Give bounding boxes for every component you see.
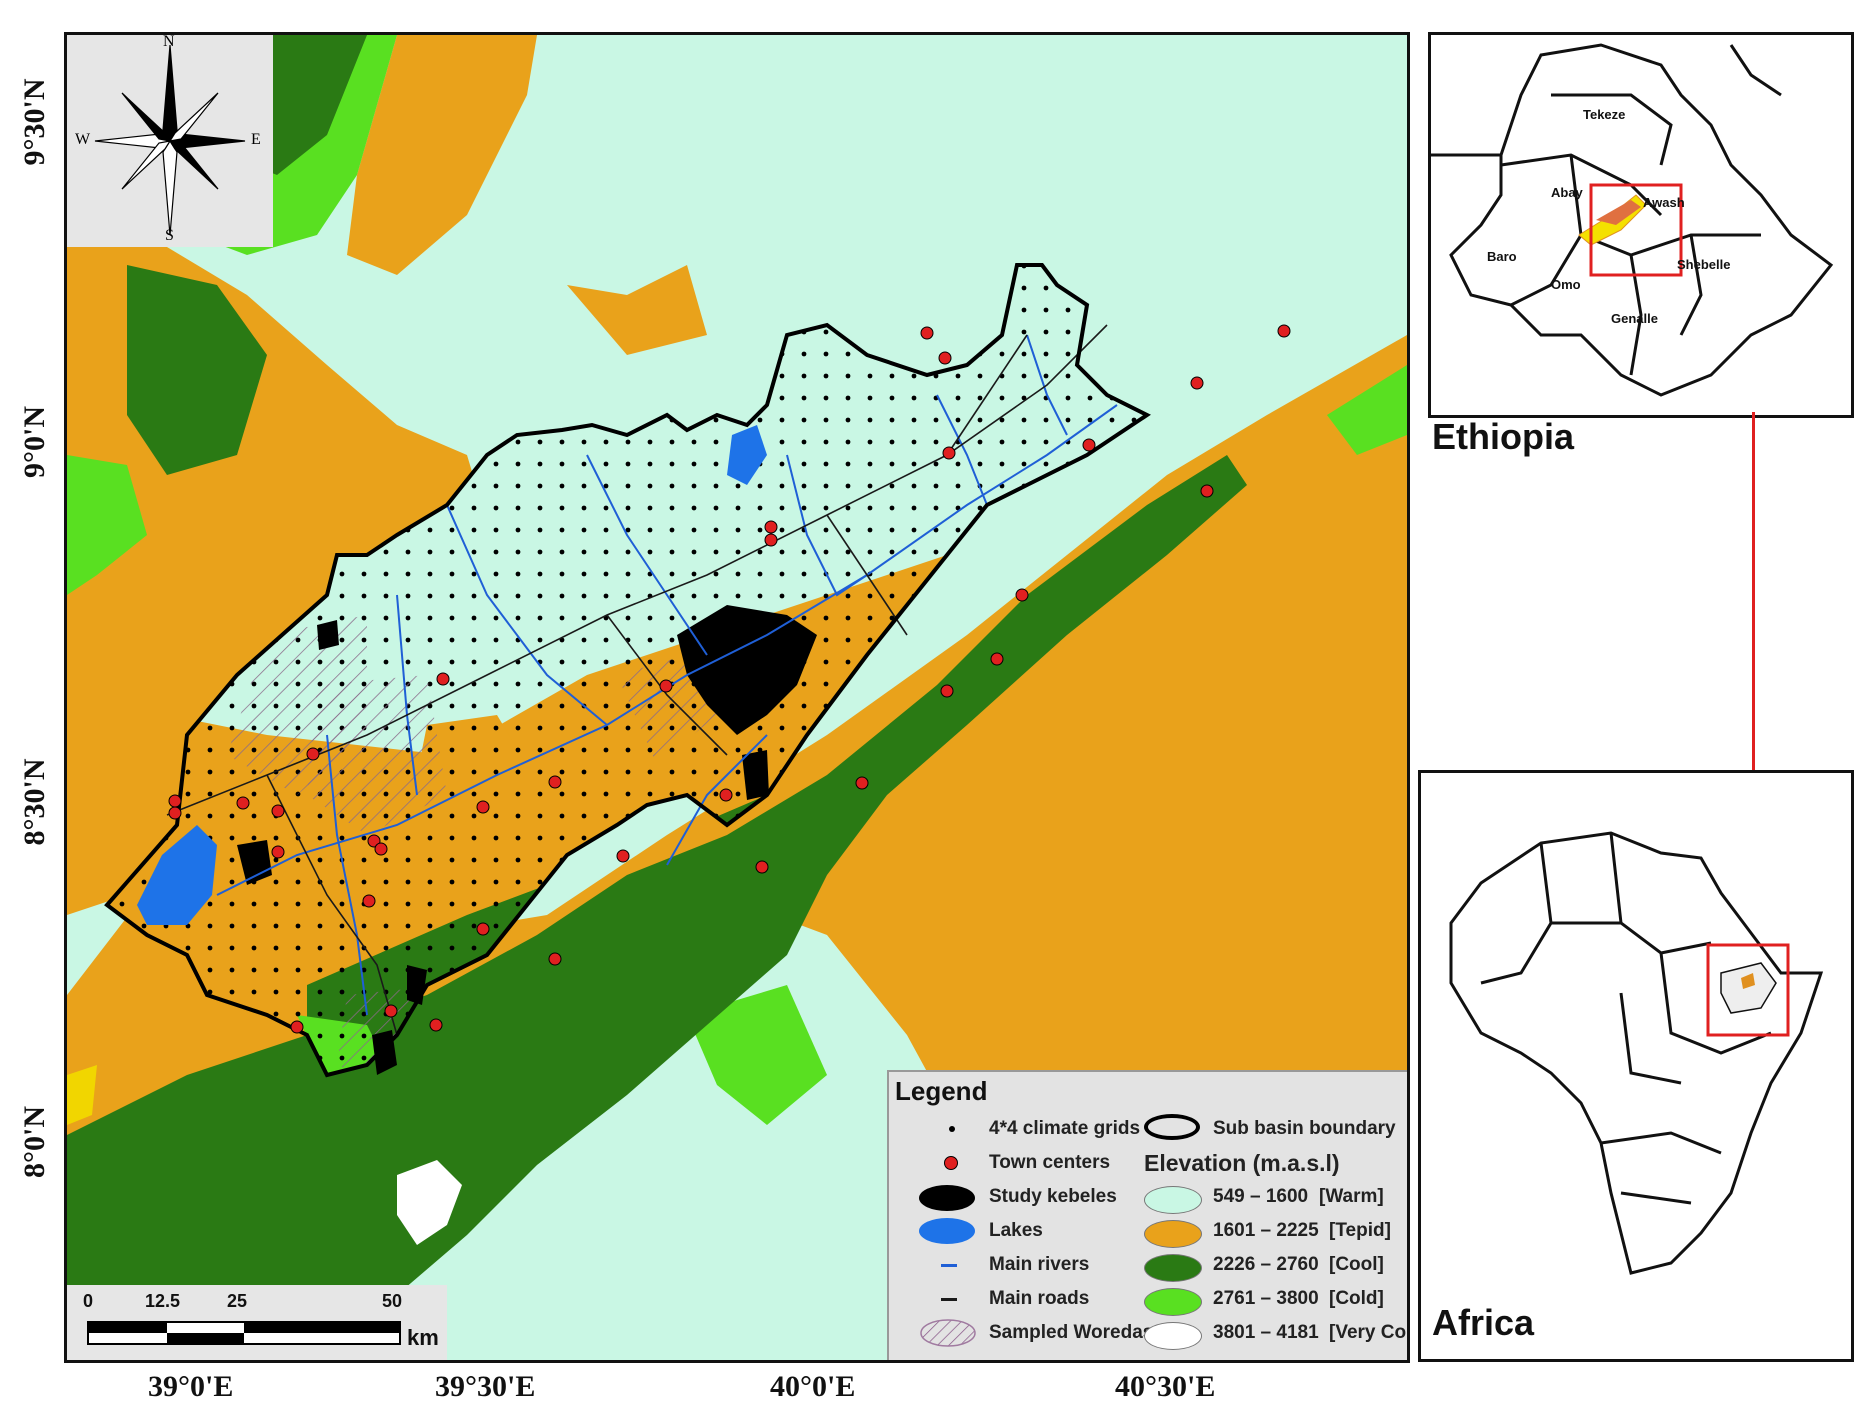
elev-warm-label: [Warm] (1319, 1186, 1384, 1207)
legend-sub-basin: Sub basin boundary (1213, 1118, 1396, 1139)
ethiopia-locator-box (1589, 183, 1683, 277)
basin-baro: Baro (1487, 249, 1517, 264)
compass-west-label: W (75, 131, 91, 148)
basin-genalle: Genalle (1611, 311, 1658, 326)
study-kebeles (237, 605, 817, 1075)
basin-shebelle: Shebelle (1677, 257, 1731, 272)
basin-abay: Abay (1551, 185, 1583, 200)
elev-cold-range: 2761 – 3800 (1213, 1288, 1319, 1309)
legend-town-centers: Town centers (989, 1152, 1111, 1173)
climate-grid-symbol (949, 1126, 955, 1132)
sub-basin-symbol (1144, 1114, 1200, 1140)
compass-south-label: S (165, 227, 174, 244)
elev-tepid-label: [Tepid] (1329, 1220, 1391, 1241)
lon-label-39-0: 39°0'E (148, 1370, 234, 1403)
scale-bar: 0 12.5 25 50 km (67, 1285, 447, 1360)
warm-swatch (1144, 1186, 1202, 1214)
basin-awash: Awash (1643, 195, 1685, 210)
lon-label-40-30: 40°30'E (1115, 1370, 1216, 1403)
very-cold-zone (397, 1160, 462, 1245)
main-rivers (216, 334, 1118, 1016)
study-kebele-symbol (919, 1185, 975, 1211)
river-symbol (941, 1264, 957, 1267)
scale-tick-0: 0 (83, 1291, 94, 1311)
elev-very-cold-label: [Very Cold] (1329, 1322, 1407, 1343)
ethiopia-map (1431, 43, 1834, 397)
lake-symbol (919, 1218, 975, 1244)
elev-very-cold-range: 3801 – 4181 (1213, 1322, 1319, 1343)
basin-omo: Omo (1551, 277, 1581, 292)
cool-swatch (1144, 1254, 1202, 1282)
africa-title: Africa (1432, 1302, 1535, 1343)
legend-main-rivers: Main rivers (989, 1254, 1090, 1275)
lat-label-9-30: 9°30'N (18, 78, 51, 166)
scale-tick-50: 50 (382, 1291, 403, 1311)
scale-bar-graphic (87, 1321, 401, 1345)
africa-inset[interactable] (1418, 770, 1854, 1362)
scale-tick-12-5: 12.5 (145, 1291, 181, 1311)
lat-label-8-0: 8°0'N (18, 1106, 51, 1178)
elev-tepid-range: 1601 – 2225 (1213, 1220, 1319, 1241)
lon-label-40-0: 40°0'E (770, 1370, 856, 1403)
sampled-woreda-symbol (920, 1319, 976, 1347)
elev-cool-label: [Cool] (1329, 1254, 1384, 1275)
elevation-title: Elevation (m.a.s.l) (1144, 1150, 1340, 1176)
lat-label-9-0: 9°0'N (18, 406, 51, 478)
elev-cool-range: 2226 – 2760 (1213, 1254, 1319, 1275)
legend-climate-grids: 4*4 climate grids (989, 1118, 1141, 1139)
sub-basin-boundary (104, 263, 1151, 1078)
compass-east-label: E (251, 131, 261, 148)
road-symbol (941, 1298, 957, 1301)
study-area-core (1596, 200, 1641, 225)
ethiopia-inset[interactable]: Tekeze Abay Awash Baro Omo Shebelle Gena… (1428, 32, 1854, 418)
legend-study-kebeles: Study kebeles (989, 1186, 1117, 1207)
legend-main-roads: Main roads (989, 1288, 1090, 1309)
lat-label-8-30: 8°30'N (18, 758, 51, 846)
lon-label-39-30: 39°30'E (435, 1370, 536, 1403)
elev-warm-range: 549 – 1600 (1213, 1186, 1309, 1207)
north-arrow-icon (94, 44, 246, 236)
legend-sampled-woredas: Sampled Woredas (989, 1322, 1154, 1343)
lakes (137, 425, 767, 925)
town-center-symbol (944, 1156, 958, 1170)
town-centers (168, 324, 1291, 1034)
scale-unit: km (407, 1325, 439, 1350)
yellow-patch (67, 1065, 97, 1125)
legend-lakes: Lakes (989, 1220, 1043, 1241)
tepid-swatch (1144, 1220, 1202, 1248)
very-cold-swatch (1144, 1322, 1202, 1350)
basin-tekeze: Tekeze (1583, 107, 1626, 122)
main-map[interactable]: N S W E 0 12.5 25 50 km Legend 4*4 clima… (64, 32, 1410, 1363)
cold-swatch (1144, 1288, 1202, 1316)
ethiopia-title: Ethiopia (1432, 416, 1574, 457)
scale-tick-25: 25 (227, 1291, 248, 1311)
africa-locator-box (1706, 943, 1790, 1037)
legend: Legend 4*4 climate grids Town centers St… (887, 1070, 1407, 1360)
legend-title: Legend (895, 1076, 988, 1106)
inset-connector-line (1752, 412, 1755, 784)
elev-cold-label: [Cold] (1329, 1288, 1384, 1309)
africa-map (1449, 831, 1824, 1275)
compass-north-label: N (163, 33, 175, 50)
